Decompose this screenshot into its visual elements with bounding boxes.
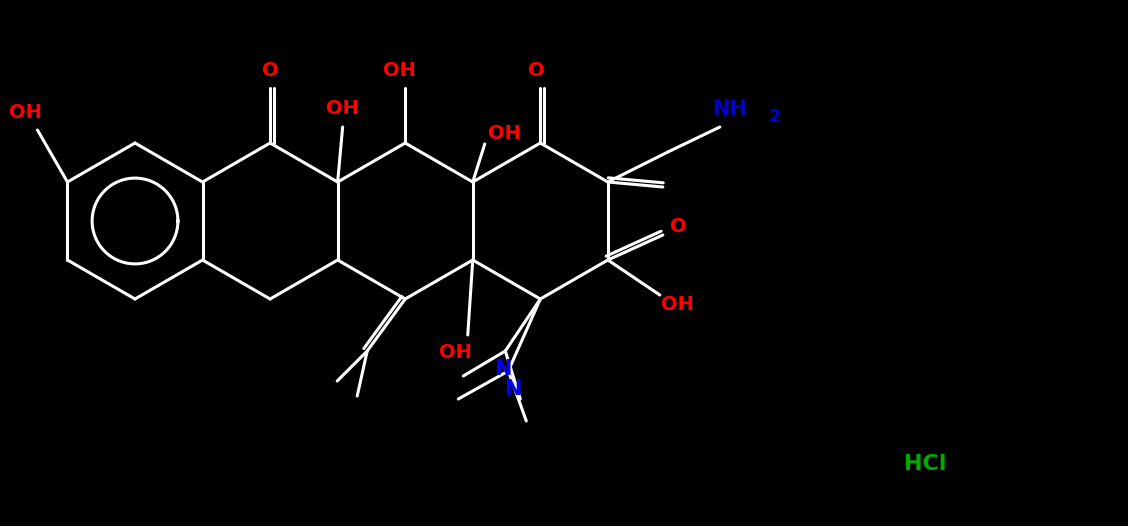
Text: OH: OH xyxy=(9,103,42,122)
Text: O: O xyxy=(262,60,279,79)
Text: N: N xyxy=(504,379,522,399)
Text: N: N xyxy=(494,359,512,379)
Text: OH: OH xyxy=(382,60,415,79)
Text: 2: 2 xyxy=(769,108,781,126)
Text: OH: OH xyxy=(661,296,695,315)
Text: HCl: HCl xyxy=(904,454,946,474)
Text: NH: NH xyxy=(713,99,747,119)
Text: OH: OH xyxy=(488,125,521,144)
Text: OH: OH xyxy=(439,343,473,362)
Text: O: O xyxy=(528,60,545,79)
Text: O: O xyxy=(670,217,686,237)
Text: OH: OH xyxy=(326,99,359,118)
